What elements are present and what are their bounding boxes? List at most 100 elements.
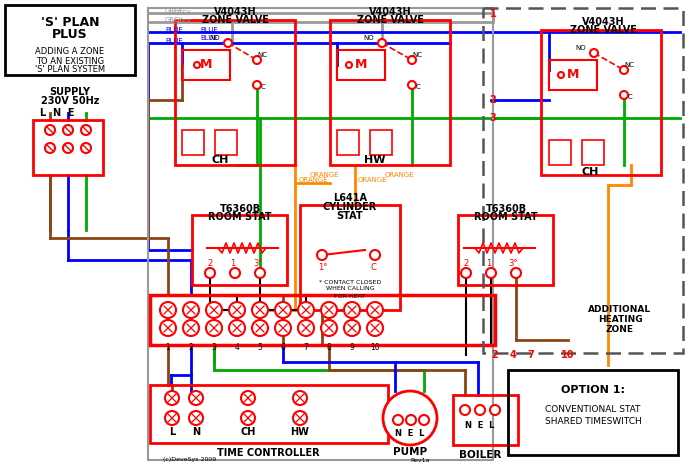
Circle shape: [620, 91, 628, 99]
Circle shape: [189, 391, 203, 405]
Text: M: M: [355, 58, 367, 72]
Text: 10: 10: [371, 344, 380, 352]
Text: 'S' PLAN SYSTEM: 'S' PLAN SYSTEM: [35, 66, 105, 74]
Text: BOILER: BOILER: [459, 450, 501, 460]
Circle shape: [165, 391, 179, 405]
Text: 1: 1: [490, 9, 496, 19]
Circle shape: [165, 411, 179, 425]
Text: NC: NC: [257, 52, 267, 58]
Bar: [337, 50, 385, 80]
Text: 4: 4: [235, 344, 239, 352]
Bar: [508, 370, 678, 455]
Bar: [148, 8, 493, 460]
Circle shape: [275, 302, 291, 318]
Text: N  E  L: N E L: [395, 429, 424, 438]
Circle shape: [298, 302, 314, 318]
Text: L641A: L641A: [333, 193, 367, 203]
Circle shape: [344, 320, 360, 336]
Circle shape: [189, 411, 203, 425]
Text: GREY: GREY: [173, 10, 192, 16]
Circle shape: [419, 415, 429, 425]
Text: ZONE VALVE: ZONE VALVE: [201, 15, 268, 25]
Circle shape: [253, 81, 261, 89]
Text: (c)DeveSys 2009: (c)DeveSys 2009: [164, 458, 217, 462]
Circle shape: [45, 143, 55, 153]
Circle shape: [408, 56, 416, 64]
Text: ORANGE: ORANGE: [310, 172, 339, 178]
Text: HW: HW: [364, 155, 386, 165]
Bar: [549, 140, 571, 165]
Text: GREY: GREY: [173, 19, 192, 25]
Circle shape: [370, 250, 380, 260]
Text: 9: 9: [350, 344, 355, 352]
Circle shape: [241, 411, 255, 425]
Text: M: M: [566, 68, 579, 81]
Text: ADDING A ZONE: ADDING A ZONE: [35, 47, 105, 57]
Circle shape: [317, 250, 327, 260]
Text: BLUE: BLUE: [200, 35, 218, 41]
Circle shape: [321, 302, 337, 318]
Circle shape: [45, 125, 55, 135]
Text: 2: 2: [491, 350, 498, 360]
Text: C: C: [415, 84, 420, 90]
Circle shape: [486, 268, 496, 278]
Text: GREY: GREY: [165, 17, 184, 23]
Text: CH: CH: [211, 155, 228, 165]
Circle shape: [275, 320, 291, 336]
Bar: [150, 295, 495, 345]
Text: CH: CH: [581, 167, 599, 177]
Bar: [150, 385, 388, 443]
Text: C: C: [261, 84, 266, 90]
Circle shape: [81, 143, 91, 153]
Text: 6: 6: [281, 344, 286, 352]
Text: NO: NO: [575, 45, 586, 51]
Circle shape: [367, 320, 383, 336]
Circle shape: [253, 56, 261, 64]
Bar: [337, 130, 359, 155]
Text: 10: 10: [561, 350, 575, 360]
Text: ORANGE: ORANGE: [298, 177, 328, 183]
Text: CYLINDER: CYLINDER: [323, 202, 377, 212]
Bar: [549, 60, 597, 90]
Bar: [182, 130, 204, 155]
Text: 2: 2: [208, 259, 213, 269]
Circle shape: [620, 66, 628, 74]
Text: 4: 4: [510, 350, 516, 360]
Text: 3: 3: [490, 113, 496, 123]
Text: 230V 50Hz: 230V 50Hz: [41, 96, 99, 106]
Text: C: C: [370, 263, 376, 272]
Bar: [175, 20, 295, 165]
Text: V4043H: V4043H: [368, 7, 411, 17]
Bar: [33, 120, 103, 175]
Text: 1: 1: [166, 344, 170, 352]
Bar: [182, 50, 230, 80]
Text: 1°: 1°: [318, 263, 328, 272]
Text: ZONE: ZONE: [606, 326, 634, 335]
Text: N  E  L: N E L: [465, 421, 495, 430]
Bar: [541, 30, 661, 175]
Circle shape: [590, 49, 598, 57]
Text: 2: 2: [464, 259, 469, 269]
Circle shape: [63, 125, 73, 135]
Text: ADDITIONAL: ADDITIONAL: [589, 306, 651, 314]
Text: SHARED TIMESWITCH: SHARED TIMESWITCH: [544, 417, 642, 426]
Text: FOR HEAT: FOR HEAT: [335, 293, 366, 299]
Text: 1: 1: [230, 259, 235, 269]
Text: NO: NO: [210, 35, 220, 41]
Text: BLUE: BLUE: [165, 38, 183, 44]
Text: ZONE VALVE: ZONE VALVE: [569, 25, 636, 35]
Text: V4043H: V4043H: [582, 17, 624, 27]
Text: C: C: [628, 94, 632, 100]
Text: L  N  E: L N E: [40, 108, 75, 118]
Bar: [215, 130, 237, 155]
Text: ORANGE: ORANGE: [385, 172, 415, 178]
Circle shape: [252, 320, 268, 336]
Bar: [458, 215, 553, 285]
Circle shape: [378, 39, 386, 47]
Circle shape: [490, 405, 500, 415]
Circle shape: [511, 268, 521, 278]
Circle shape: [344, 302, 360, 318]
Circle shape: [475, 405, 485, 415]
Text: 8: 8: [326, 344, 331, 352]
Text: 3: 3: [212, 344, 217, 352]
